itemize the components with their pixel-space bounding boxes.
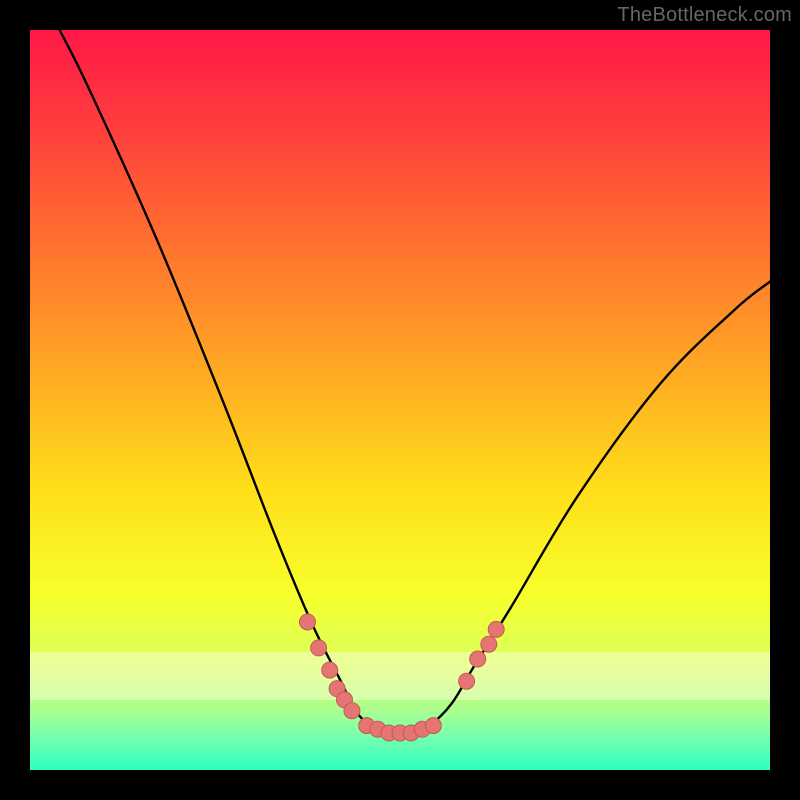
watermark-text: TheBottleneck.com <box>617 4 792 27</box>
data-marker <box>322 662 338 678</box>
data-marker <box>470 651 486 667</box>
data-marker <box>300 614 316 630</box>
data-marker <box>344 703 360 719</box>
data-marker <box>488 621 504 637</box>
data-marker <box>459 673 475 689</box>
data-marker <box>311 640 327 656</box>
bottleneck-chart <box>0 0 800 800</box>
data-marker <box>481 636 497 652</box>
data-marker <box>425 718 441 734</box>
chart-container: TheBottleneck.com <box>0 0 800 800</box>
